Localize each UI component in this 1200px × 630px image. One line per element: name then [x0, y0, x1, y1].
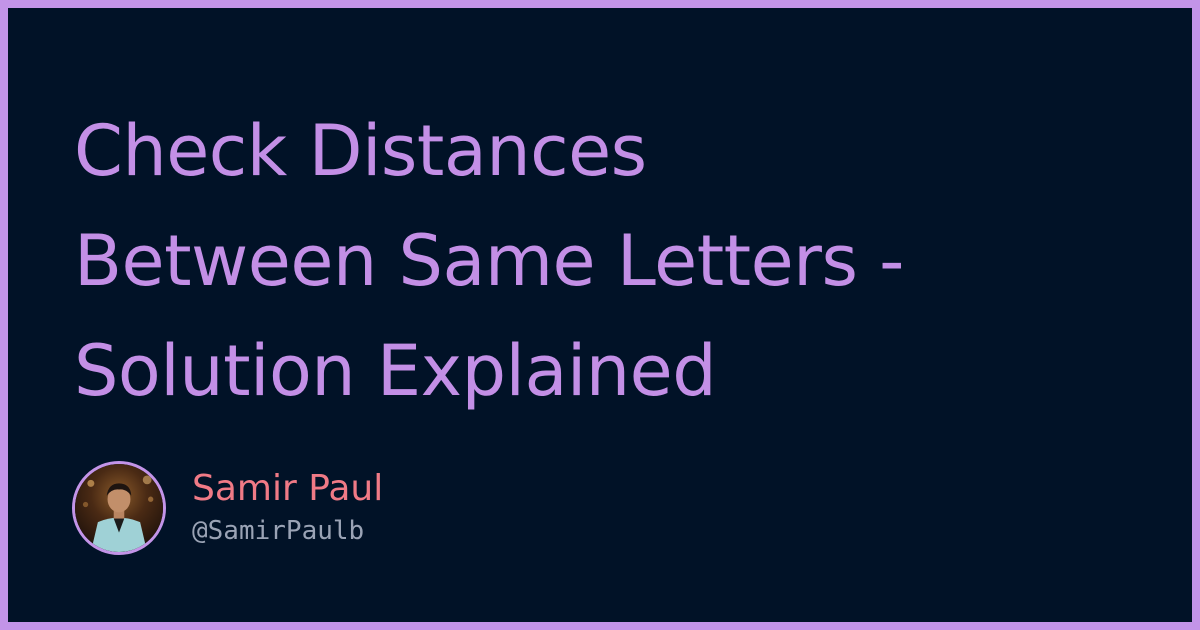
author-block: Samir Paul @SamirPaulb: [72, 458, 383, 558]
title-line-1: Check Distances: [74, 110, 647, 192]
author-text: Samir Paul @SamirPaulb: [192, 467, 383, 549]
title-line-2: Between Same Letters -: [74, 220, 904, 302]
avatar: [72, 461, 166, 555]
author-photo-icon: [75, 464, 163, 552]
title-line-3: Solution Explained: [74, 330, 717, 412]
author-name: Samir Paul: [192, 468, 384, 509]
author-handle: @SamirPaulb: [192, 516, 365, 546]
page-title: Check Distances Between Same Letters - S…: [74, 96, 1154, 426]
social-card: Check Distances Between Same Letters - S…: [8, 8, 1192, 622]
